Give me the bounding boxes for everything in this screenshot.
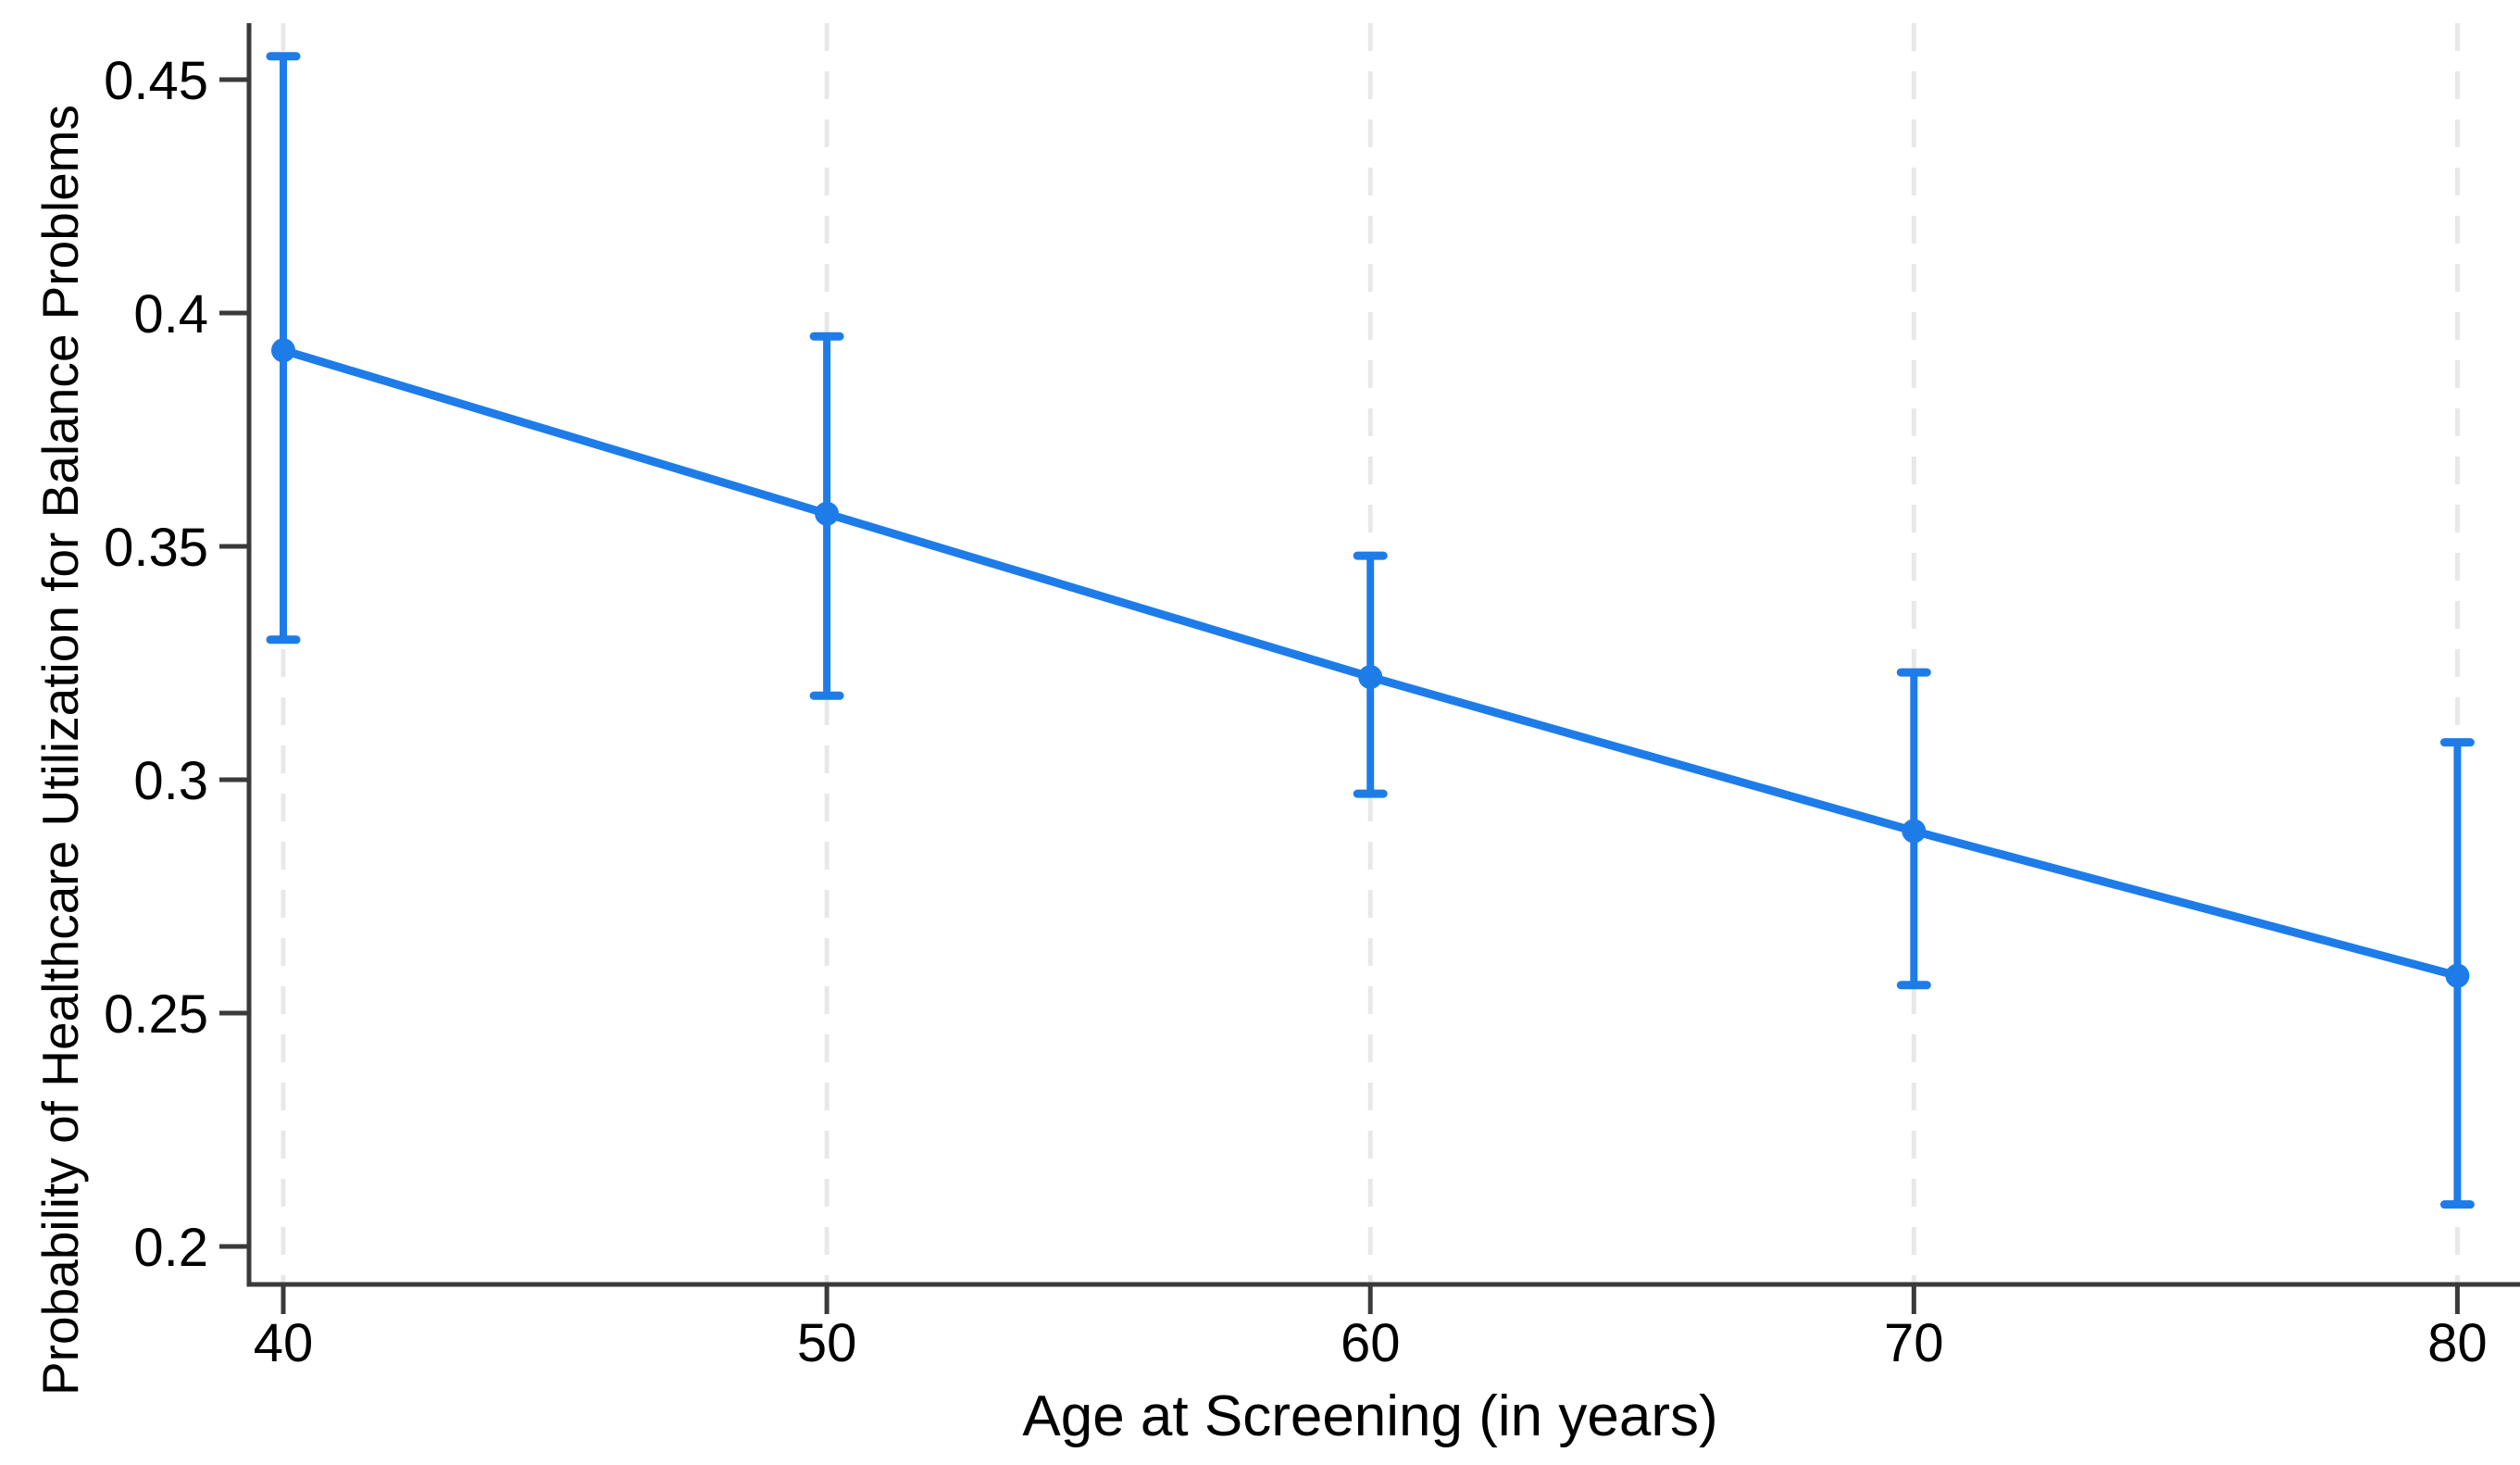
series-group	[266, 52, 2475, 1209]
y-tick-label: 0.3	[133, 751, 208, 811]
x-axis-title: Age at Screening (in years)	[1022, 1384, 1717, 1448]
data-point	[815, 501, 840, 526]
x-tick-label: 80	[2427, 1313, 2488, 1373]
y-axis-title: Probability of Healthcare Utilization fo…	[31, 105, 89, 1396]
y-tick-label: 0.35	[104, 518, 208, 578]
tick-labels: 0.2 0.25 0.3 0.35 0.4 0.45 40 50 60 70 80	[104, 51, 2488, 1373]
x-tick-label: 40	[254, 1313, 314, 1373]
x-tick-label: 60	[1341, 1313, 1401, 1373]
y-tick-label: 0.2	[133, 1218, 208, 1278]
x-tick-label: 70	[1884, 1313, 1944, 1373]
y-tick-label: 0.45	[104, 51, 208, 111]
data-point	[271, 338, 295, 363]
axes	[246, 23, 2520, 1287]
x-tick-label: 50	[797, 1313, 857, 1373]
data-point	[1358, 665, 1383, 690]
y-tick-label: 0.25	[104, 984, 208, 1045]
data-point	[2445, 963, 2470, 988]
data-point	[1902, 819, 1927, 844]
axis-ticks	[219, 77, 2460, 1314]
y-tick-label: 0.4	[133, 284, 208, 344]
